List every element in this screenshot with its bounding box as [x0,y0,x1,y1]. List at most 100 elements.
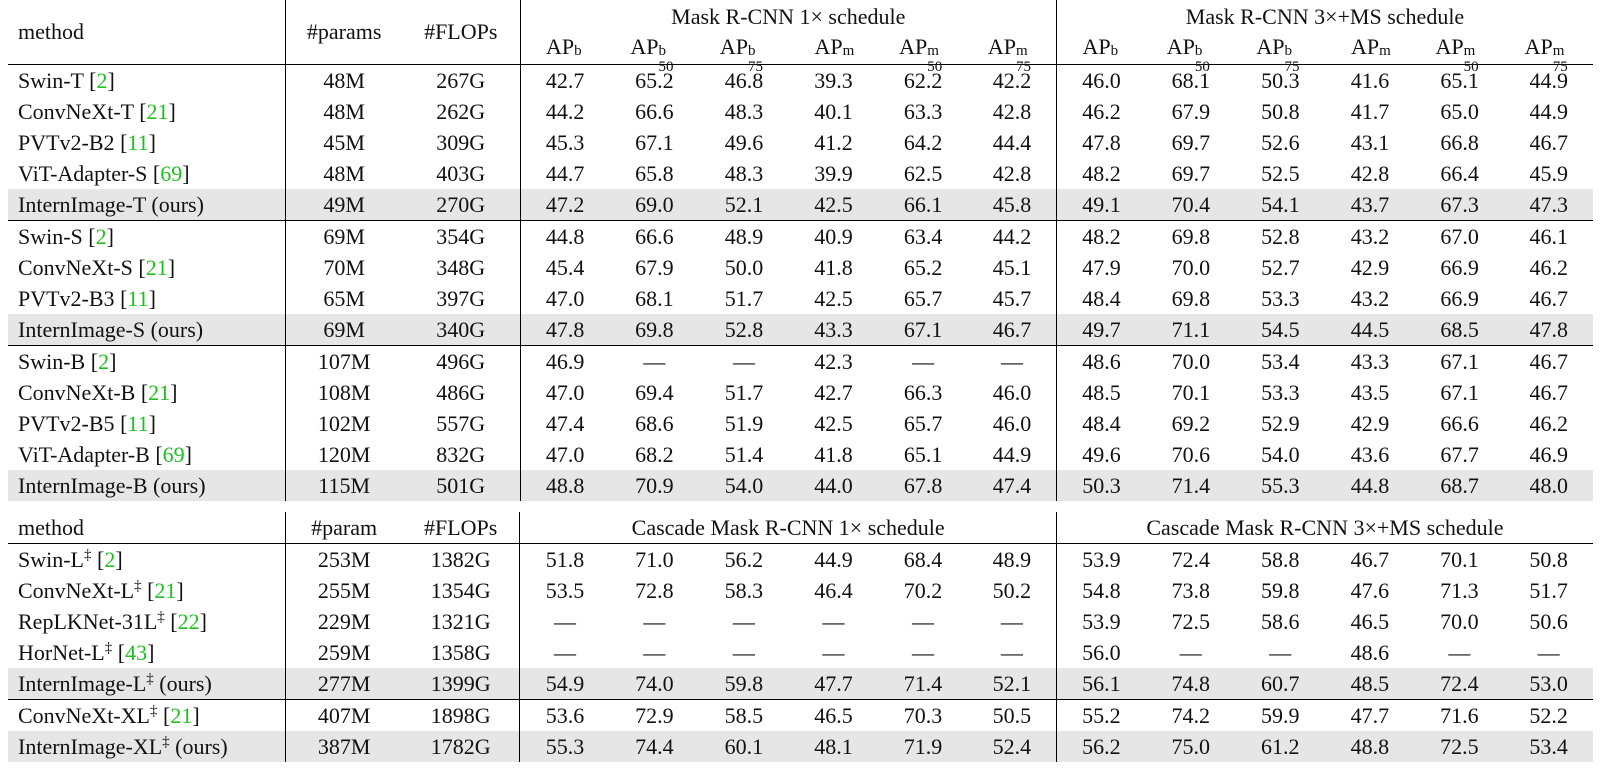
header-flops: #FLOPs [401,512,521,544]
method-name: Swin-T [18,67,84,93]
value-cell: 64.2 [903,129,943,155]
value-cell: 42.3 [788,345,879,377]
value-cell: 70.9 [609,470,700,501]
value-cell: 52.6 [1261,129,1300,155]
value-cell: — [1269,639,1292,665]
value-cell: 58.5 [699,699,789,731]
value-cell: 46.0 [967,377,1057,408]
metric-base: AP [1435,34,1464,59]
value-cell: 52.8 [699,314,789,346]
value-cell: 48.2 [1082,160,1121,186]
value-cell: 75.0 [1145,731,1236,762]
value-cell: 59.9 [1235,699,1326,731]
value-cell: 63.4 [878,220,968,252]
method-name: ViT-Adapter-S [18,160,148,186]
value-cell: 46.2 [1529,254,1568,280]
dagger-mark: ‡ [84,546,92,563]
table-row: InternImage-B (ours) 115M 501G 48.8 70.9 54.0… [8,470,1593,501]
table-row: InternImage-T (ours) 49M 270G 47.2 69.0 52.1 4… [8,189,1593,221]
value-cell: 70.1 [1171,379,1211,405]
value-cell: 42.8 [967,158,1057,189]
citation-ref: 22 [177,608,200,634]
value-cell: — [1448,639,1471,665]
value-cell: 44.0 [788,470,879,501]
table-row: ConvNeXt-L‡ [21] 255M 1354G 53.5 72.8 58.3 46.… [8,575,1593,606]
value-cell: 66.6 [1440,410,1479,436]
value-cell: 55.3 [1235,470,1326,501]
params-cell: 48M [285,64,402,96]
value-cell: 43.3 [788,314,879,346]
method-cell: PVTv2-B2 [11] [8,127,287,158]
method-name: ConvNeXt-S [18,254,133,280]
value-cell: — [554,608,576,634]
metric-sub: 75 [1552,59,1568,75]
value-cell: 71.4 [1146,470,1236,501]
metric-sub: 75 [1016,59,1032,75]
method-name: InternImage-L [18,670,147,696]
value-cell: — [699,345,789,377]
value-cell: 68.1 [635,285,674,311]
value-cell: 46.9 [520,345,610,377]
value-cell: 50.8 [1261,98,1300,124]
value-cell: 48.6 [1350,639,1390,665]
value-cell: 69.7 [1171,160,1211,186]
value-cell: 71.3 [1440,577,1479,603]
value-cell: 60.1 [699,731,789,762]
value-cell: 60.7 [1235,668,1326,700]
value-cell: — [643,608,666,634]
value-cell: 44.8 [1325,470,1415,501]
method-cell: PVTv2-B5 [11] [8,408,287,439]
value-cell: — [912,608,934,634]
metric-sub: 50 [1463,59,1479,75]
value-cell: 45.7 [967,283,1057,314]
metric-header: AP m [789,30,879,65]
value-cell: 73.8 [1171,577,1210,603]
metric-header: AP m 75 [1504,30,1593,75]
method-cell: ConvNeXt-XL‡ [21] [8,699,287,731]
metric-header: AP b [1056,30,1146,65]
value-cell: 46.4 [814,577,853,603]
value-cell: 54.8 [1082,577,1121,603]
value-cell: 48.2 [1056,220,1147,252]
value-cell: 48.5 [1082,379,1121,405]
dagger-mark: ‡ [162,733,170,750]
flops-cell: 557G [401,408,521,439]
metric-label: AP m 50 [1435,34,1484,75]
table-row: ConvNeXt-T [21] 48M 262G 44.2 66.6 48.3 40.1 63… [8,96,1593,127]
value-cell: 72.9 [609,699,700,731]
method-cell: Swin-L‡ [2] [8,543,287,575]
value-cell: 54.1 [1235,189,1326,221]
citation-ref: 2 [98,348,110,374]
table-row: PVTv2-B2 [11] 45M 309G 45.3 67.1 49.6 41.2 64.2… [8,127,1593,158]
value-cell: 65.8 [635,160,674,186]
value-cell: 51.9 [724,410,764,436]
value-cell: 67.1 [635,129,674,155]
value-cell: 48.4 [1082,410,1121,436]
metric-sub: 75 [1284,59,1300,75]
value-cell: 43.7 [1325,189,1415,221]
value-cell: 52.1 [967,668,1057,700]
value-cell: 50.6 [1529,608,1568,634]
value-cell: 50.3 [1056,470,1147,501]
table-row: ConvNeXt-S [21] 70M 348G 45.4 67.9 50.0 41.8 65… [8,252,1593,283]
params-cell: 49M [285,189,402,221]
value-cell: 53.5 [545,577,585,603]
dagger-mark: ‡ [157,608,165,625]
value-cell: — [967,637,1057,668]
method-name: InternImage-B [18,472,148,498]
ours-tag: (ours) [153,472,206,498]
value-cell: 45.1 [967,252,1057,283]
value-cell: 39.9 [814,160,853,186]
value-cell: 69.7 [1171,129,1211,155]
value-cell: 49.1 [1056,189,1147,221]
header-params: #param [311,514,378,540]
value-cell: 41.8 [814,441,853,467]
value-cell: 67.9 [635,254,674,280]
citation-ref: 2 [96,67,108,93]
header-params: #params [306,19,382,44]
value-cell: 47.7 [1325,699,1415,731]
method-name: HorNet-L [18,639,105,665]
value-cell: 58.6 [1261,608,1300,634]
dagger-mark: ‡ [104,639,113,656]
value-cell: 58.3 [724,577,764,603]
